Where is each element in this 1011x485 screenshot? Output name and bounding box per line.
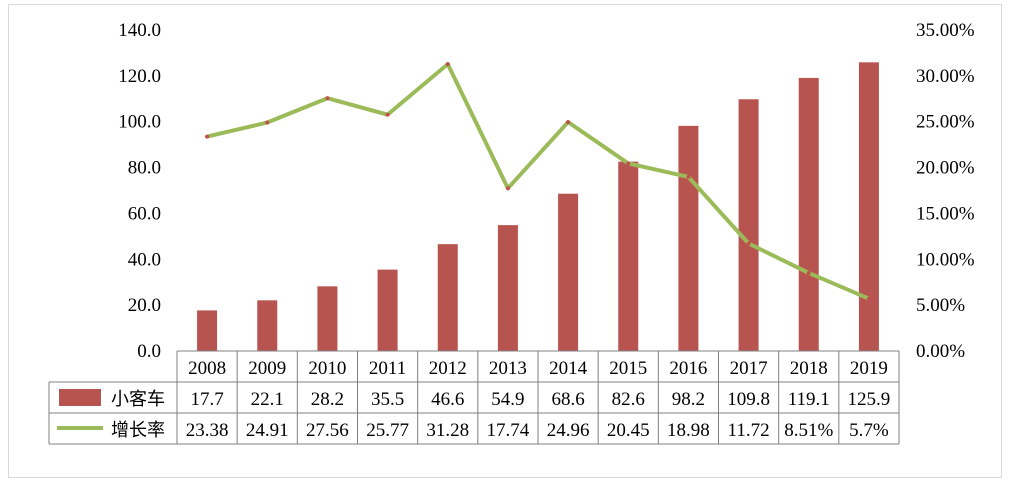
line-point [746,241,751,246]
rate-value-cell: 18.98 [667,420,710,441]
line-point [626,161,631,166]
left-axis-tick-label: 0.0 [137,341,161,362]
category-label: 2012 [429,358,467,379]
rate-value-cell: 8.51% [784,420,833,441]
line-point [806,270,811,275]
line-point [445,62,450,67]
line-point [566,120,571,125]
category-label: 2016 [669,358,707,379]
bar [437,244,458,351]
right-axis-tick-label: 15.00% [916,203,975,224]
rate-value-cell: 20.45 [607,420,650,441]
line-point [265,120,270,125]
bar [257,300,278,351]
line-point [686,174,691,179]
rate-value-cell: 24.96 [547,420,590,441]
bar-value-cell: 54.9 [491,389,524,410]
bar [317,286,338,351]
left-axis-tick-label: 140.0 [118,20,161,41]
left-axis-tick-label: 80.0 [128,158,161,179]
bar [377,269,398,351]
bar [618,161,639,351]
category-label: 2010 [308,358,346,379]
line-point [866,296,871,301]
rate-value-cell: 31.28 [426,420,469,441]
left-axis-tick-label: 60.0 [128,203,161,224]
line-point [505,186,510,191]
legend-label-bar: 小客车 [111,389,165,410]
line-point [205,134,210,139]
left-axis-tick-label: 20.0 [128,295,161,316]
legend-label-line: 增长率 [111,420,165,441]
bar [858,62,879,351]
bar-value-cell: 82.6 [612,389,645,410]
bar [798,77,819,351]
data-table: 2008 2009 2010 2011 2012 2013 2014 2015 2016 2017… [48,350,900,445]
bar-value-cell: 17.7 [190,389,223,410]
bar-value-cell: 109.8 [727,389,770,410]
bar-value-cell: 98.2 [672,389,705,410]
category-label: 2008 [188,358,226,379]
axes: 0.0 20.0 40.0 60.0 80.0 100.0 120.0 140.0 0.00% 5… [118,20,975,362]
bar-value-cell: 46.6 [431,389,464,410]
rate-value-cell: 27.56 [306,420,349,441]
category-label: 2019 [850,358,888,379]
bar-value-cell: 125.9 [848,389,891,410]
bar-series [197,62,879,351]
bar [497,225,518,351]
rate-value-cell: 25.77 [366,420,409,441]
category-label: 2017 [730,358,768,379]
legend-swatch-bar [59,389,101,406]
right-axis-tick-label: 10.00% [916,249,975,270]
right-axis-tick-label: 5.00% [916,295,965,316]
bar-value-cell: 35.5 [371,389,404,410]
bar [738,99,759,351]
bar-value-cell: 68.6 [551,389,584,410]
rate-value-cell: 23.38 [186,420,229,441]
left-axis-tick-label: 100.0 [118,112,161,133]
right-axis-tick-label: 0.00% [916,341,965,362]
category-label: 2013 [489,358,527,379]
bar-value-cell: 119.1 [788,389,830,410]
right-axis-tick-label: 30.00% [916,66,975,87]
rate-value-cell: 5.7% [849,420,889,441]
bar [197,310,218,351]
rate-value-cell: 11.72 [728,420,770,441]
category-label: 2014 [549,358,588,379]
combo-chart: 0.0 20.0 40.0 60.0 80.0 100.0 120.0 140.0 0.00% 5… [48,20,975,445]
growth-rate-line [206,62,870,301]
bar-value-cell: 22.1 [251,389,284,410]
line-point [385,112,390,117]
category-label: 2018 [790,358,828,379]
right-axis-tick-label: 25.00% [916,112,975,133]
bar [558,193,579,351]
category-label: 2009 [248,358,286,379]
left-axis-tick-label: 40.0 [128,249,161,270]
category-label: 2011 [369,358,406,379]
bar-value-cell: 28.2 [311,389,344,410]
rate-value-cell: 17.74 [487,420,530,441]
right-axis-tick-label: 35.00% [916,20,975,41]
category-label: 2015 [609,358,647,379]
line-point [325,96,330,101]
line-series [205,62,871,301]
right-axis-tick-label: 20.00% [916,158,975,179]
left-axis-tick-label: 120.0 [118,66,161,87]
chart-container: 0.0 20.0 40.0 60.0 80.0 100.0 120.0 140.0 0.00% 5… [8,4,1002,478]
rate-value-cell: 24.91 [246,420,289,441]
bar [678,125,699,351]
